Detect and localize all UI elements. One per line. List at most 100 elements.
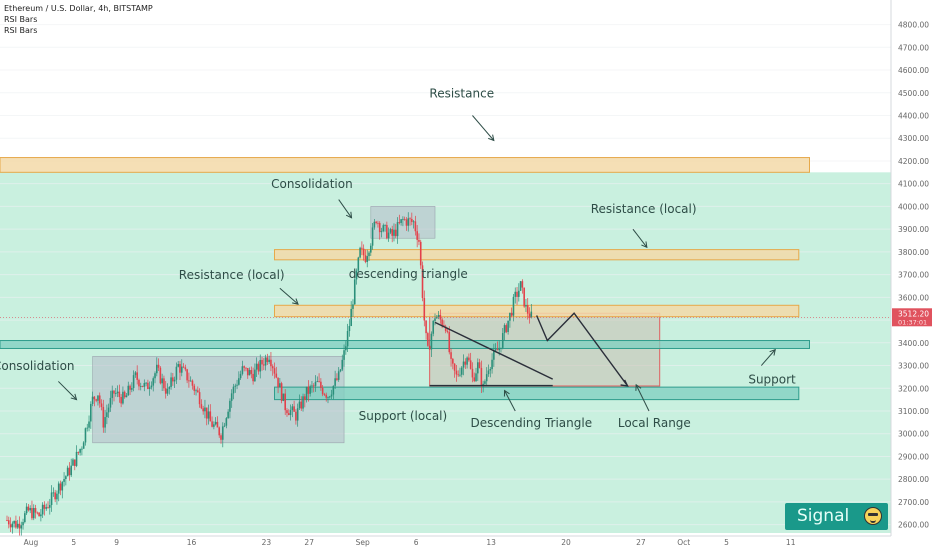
candle-body: [241, 366, 244, 374]
candle-body: [259, 359, 262, 372]
time-tick-label: 13: [486, 538, 496, 547]
candle-body: [172, 377, 174, 382]
time-tick-label: 5: [71, 538, 76, 547]
price-axis[interactable]: 2600.00 2700.00 2800.00 2900.00 3000.00 3100.…: [890, 0, 932, 550]
candle-body: [31, 508, 33, 519]
time-tick-label: Sep: [356, 538, 370, 547]
candle-body: [125, 395, 128, 398]
time-axis[interactable]: Aug 5 9 16 23 27 Sep 6 13 20 27 Oct 5 11: [0, 535, 891, 550]
candle-body: [519, 281, 522, 291]
candle-body: [127, 385, 130, 396]
annotation-arrowhead: [641, 241, 648, 249]
candle-body: [63, 479, 65, 482]
candle-body: [491, 359, 493, 370]
candle-body: [204, 407, 206, 412]
candle-body: [375, 221, 377, 223]
candle-body: [328, 396, 331, 398]
candle-body: [359, 247, 361, 258]
time-tick-label: 5: [724, 538, 729, 547]
price-tick-label: 2600.00: [898, 521, 929, 530]
candle-body: [428, 345, 431, 350]
candle-body: [234, 385, 237, 387]
candle-body: [7, 520, 10, 525]
annotation-arrowhead: [345, 211, 353, 219]
candle-body: [289, 410, 292, 416]
candle-body: [337, 371, 340, 380]
candle-body: [346, 331, 349, 347]
candle-body: [271, 366, 274, 369]
candle-body: [368, 252, 370, 257]
candle-body: [106, 412, 108, 418]
time-tick-label: 27: [304, 538, 314, 547]
candle-body: [175, 366, 178, 380]
candle-body: [343, 350, 345, 360]
annotation-arrow: [760, 349, 776, 366]
annotation-label: Support (local): [359, 409, 448, 423]
candle-body: [378, 222, 381, 233]
candle-body: [311, 385, 313, 387]
price-tick-label: 4200.00: [898, 157, 929, 166]
candle-body: [450, 352, 452, 359]
candle-body: [6, 520, 8, 521]
candle-body: [250, 370, 253, 374]
candle-body: [184, 367, 187, 370]
candle-body: [257, 363, 260, 372]
candle-body: [82, 442, 85, 449]
zone-band: [0, 340, 810, 349]
candle-body: [362, 248, 365, 256]
indicator-label-2[interactable]: RSI Bars: [4, 26, 38, 35]
time-tick-label: Aug: [24, 538, 39, 547]
candle-body: [382, 225, 385, 232]
price-tick-label: 3300.00: [898, 362, 929, 371]
candle-body: [453, 363, 456, 371]
price-tick-label: 3400.00: [898, 339, 929, 348]
candle-body: [348, 326, 351, 332]
candle-body: [57, 483, 60, 494]
candle-body: [327, 397, 329, 399]
candle-body: [423, 298, 426, 321]
candle-body: [466, 357, 468, 365]
candle-body: [418, 239, 420, 242]
candle-body: [91, 396, 94, 404]
candle-body: [437, 314, 440, 318]
candle-body: [430, 333, 433, 350]
candle-body: [138, 379, 140, 387]
candle-body: [47, 507, 49, 508]
candle-body: [100, 403, 103, 407]
candle-body: [268, 359, 270, 363]
price-tick-label: 4700.00: [898, 43, 929, 52]
annotation-label: Local Range: [618, 416, 691, 430]
candle-body: [73, 459, 76, 466]
candle-body: [255, 363, 258, 370]
candle-body: [403, 218, 406, 220]
candle-body: [503, 325, 506, 334]
candle-body: [195, 390, 197, 392]
indicator-label-1[interactable]: RSI Bars: [4, 15, 38, 24]
candle-body: [321, 387, 324, 395]
candle-body: [70, 465, 72, 476]
candle-body: [61, 481, 64, 491]
candle-body: [122, 391, 124, 404]
last-price-countdown: 01:37:01: [898, 318, 927, 326]
candle-body: [81, 448, 83, 450]
candle-body: [393, 229, 395, 236]
candle-body: [148, 387, 151, 389]
candle-body: [509, 312, 511, 321]
annotation-label: Consolidation: [0, 359, 75, 373]
candle-body: [323, 394, 326, 395]
candle-body: [345, 346, 347, 351]
candle-body: [123, 391, 126, 398]
candle-body: [507, 320, 509, 332]
candle-body: [521, 281, 524, 288]
candle-body: [52, 492, 55, 494]
candle-body: [277, 377, 279, 388]
candle-body: [205, 407, 208, 419]
candle-body: [221, 426, 224, 440]
candle-body: [216, 421, 219, 428]
time-tick-label: 9: [114, 538, 119, 547]
candle-body: [496, 349, 499, 351]
candle-body: [446, 331, 449, 332]
symbol-title: Ethereum / U.S. Dollar, 4h, BITSTAMP: [4, 4, 153, 13]
candle-body: [239, 373, 242, 379]
